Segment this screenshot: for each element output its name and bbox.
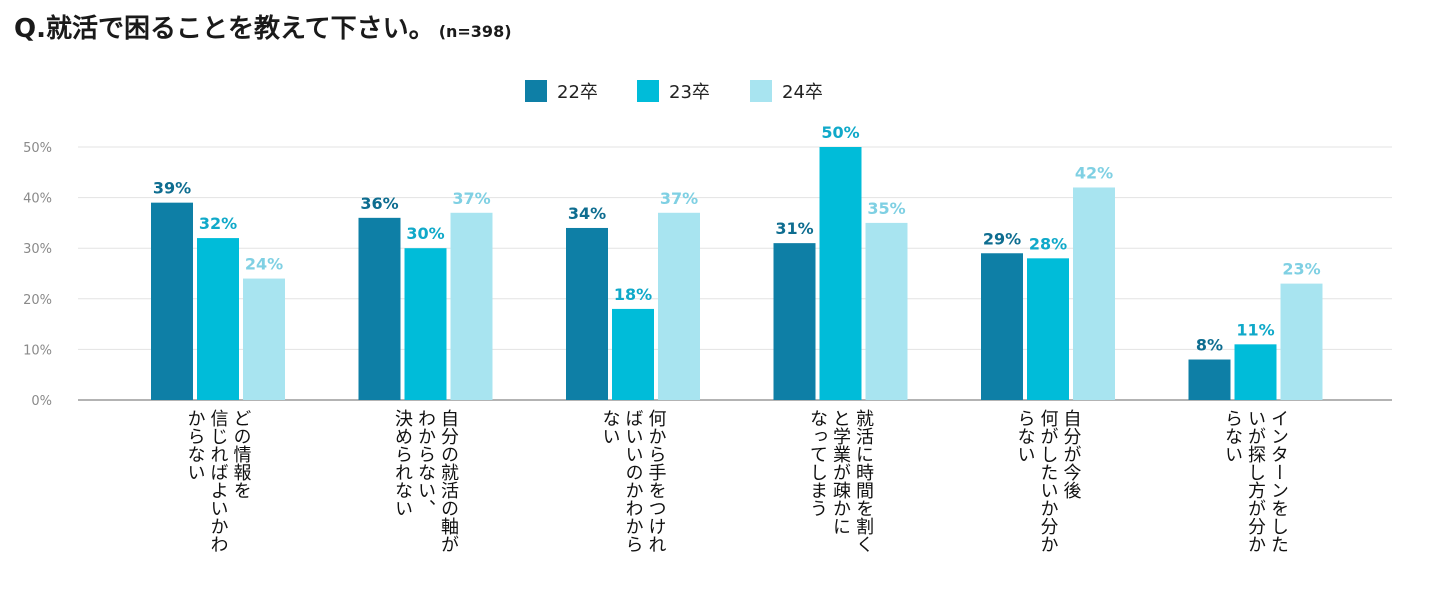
bar-24卒 — [243, 278, 285, 400]
data-label: 34% — [568, 204, 606, 223]
chart-sample-size: (n=398) — [438, 22, 512, 41]
category-label-line: らない — [1015, 409, 1036, 463]
data-label: 28% — [1029, 234, 1067, 253]
category-label-line: 信じればよいかわ — [208, 409, 229, 553]
legend-label-22卒: 22卒 — [557, 82, 598, 103]
data-label: 29% — [983, 229, 1021, 248]
category-label-line: 就活に時間を割く — [853, 409, 874, 553]
category-label-line: 決められない — [392, 409, 413, 517]
bar-24卒 — [1280, 283, 1323, 400]
category-label-line: ない — [600, 409, 621, 445]
bar-23卒 — [819, 147, 862, 400]
data-label: 24% — [245, 255, 283, 274]
y-tick-label: 50% — [23, 141, 52, 156]
category-label-line: いが探し方が分か — [1245, 409, 1266, 553]
data-label: 35% — [867, 199, 905, 218]
bar-22卒 — [566, 227, 608, 400]
data-label: 37% — [452, 189, 490, 208]
bar-23卒 — [612, 308, 654, 400]
category-label-line: どの情報を — [231, 409, 252, 499]
y-tick-label: 30% — [23, 242, 52, 257]
data-label: 31% — [775, 219, 813, 238]
data-label: 30% — [406, 224, 444, 243]
category-label-line: わからない、 — [415, 409, 436, 517]
chart-title: Q.就活で困ることを教えて下さい。 (n=398) — [14, 8, 512, 45]
y-tick-label: 10% — [23, 343, 52, 358]
bar-23卒 — [197, 238, 239, 400]
bar-22卒 — [1188, 359, 1231, 400]
category-label-line: と学業が疎かに — [830, 409, 851, 535]
data-label: 11% — [1236, 320, 1274, 339]
bar-22卒 — [151, 202, 193, 400]
category-label-line: らない — [1222, 409, 1243, 463]
bar-24卒 — [1073, 187, 1115, 400]
data-label: 39% — [153, 179, 191, 198]
category-label-line: 何がしたいか分か — [1038, 409, 1059, 553]
category-label-line: 自分が今後 — [1061, 409, 1082, 499]
y-tick-label: 0% — [31, 394, 52, 409]
bar-24卒 — [865, 222, 908, 400]
bar-24卒 — [450, 212, 493, 400]
category-label-line: インターンをした — [1268, 409, 1289, 553]
bar-22卒 — [773, 243, 816, 400]
category-label-line: 自分の就活の軸が — [438, 409, 459, 553]
data-label: 18% — [614, 285, 652, 304]
data-label: 23% — [1282, 260, 1320, 279]
bar-24卒 — [658, 212, 700, 400]
category-label-line: ばいいのかわから — [623, 409, 644, 553]
data-label: 32% — [199, 214, 237, 233]
data-label: 36% — [360, 194, 398, 213]
legend-swatch-24卒 — [750, 80, 772, 102]
bar-23卒 — [404, 248, 447, 400]
category-label-line: 何から手をつけれ — [646, 409, 667, 553]
data-label: 50% — [821, 123, 859, 142]
y-tick-label: 20% — [23, 293, 52, 308]
legend-swatch-23卒 — [637, 80, 659, 102]
legend-label-24卒: 24卒 — [782, 82, 823, 103]
data-label: 37% — [660, 189, 698, 208]
data-label: 42% — [1075, 163, 1113, 182]
bar-23卒 — [1234, 344, 1277, 400]
legend-label-23卒: 23卒 — [669, 82, 710, 103]
bar-22卒 — [981, 253, 1023, 400]
category-label-line: なってしまう — [807, 409, 828, 517]
chart-title-main: Q.就活で困ることを教えて下さい。 — [14, 14, 435, 44]
data-label: 8% — [1196, 336, 1223, 355]
bar-23卒 — [1027, 258, 1069, 400]
bar-22卒 — [358, 217, 401, 400]
legend-swatch-22卒 — [525, 80, 547, 102]
y-tick-label: 40% — [23, 192, 52, 207]
category-label-line: からない — [185, 409, 206, 481]
